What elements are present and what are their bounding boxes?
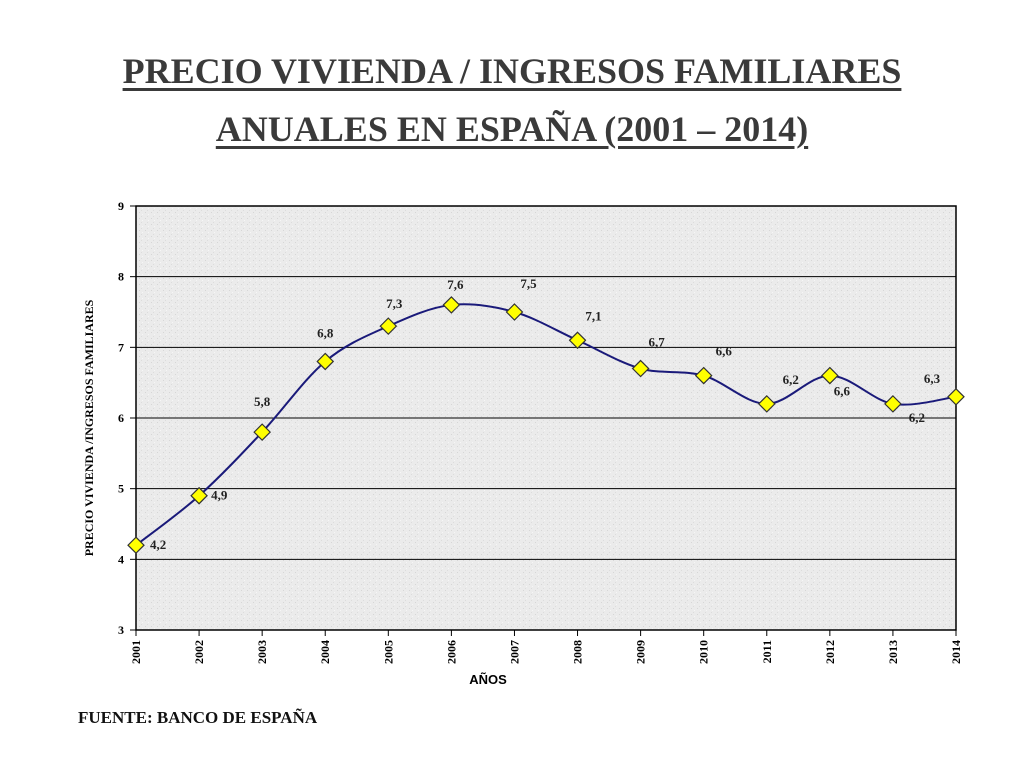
data-point [442,296,461,314]
data-point [127,536,145,555]
data-point [757,395,776,413]
data-point [505,303,524,321]
x-axis-title: AÑOS [469,672,507,687]
page-title-line-1: PRECIO VIVIENDA / INGRESOS FAMILIARES [122,51,902,91]
data-label: 7,6 [447,277,464,292]
data-label: 7,1 [585,308,601,323]
x-tick-label: 2006 [444,640,458,664]
data-point [884,395,902,413]
data-point [253,423,272,441]
y-tick-label: 3 [118,623,124,637]
x-tick-label: 2009 [634,640,648,664]
x-tick-label: 2013 [886,640,900,664]
data-label: 4,2 [150,537,166,552]
data-label: 6,2 [783,372,799,387]
x-tick-label: 2014 [949,640,963,664]
data-label: 4,9 [211,488,228,503]
x-tick-label: 2001 [129,640,143,664]
x-tick-label: 2008 [571,640,585,664]
x-tick-label: 2005 [381,640,395,664]
x-tick-label: 2011 [760,640,774,663]
data-point [568,331,587,350]
data-label: 6,6 [834,384,851,399]
data-label: 6,6 [716,344,733,359]
y-tick-label: 7 [118,340,124,354]
y-tick-label: 6 [118,411,124,425]
x-tick-label: 2004 [318,640,332,664]
plot-border [135,205,957,631]
data-label: 5,8 [254,394,271,409]
x-tick-label: 2007 [507,640,521,664]
data-label: 6,2 [909,410,925,425]
data-point [694,366,713,385]
source-note: FUENTE: BANCO DE ESPAÑA [78,708,318,727]
page-title-line-2: ANUALES EN ESPAÑA (2001 – 2014) [215,109,809,149]
y-axis-title: PRECIO VIVIENDA /INGRESOS FAMILIARES [82,299,96,556]
x-tick-label: 2002 [192,640,206,664]
data-point [379,317,398,335]
data-point [947,387,965,406]
data-point [190,486,208,505]
y-tick-label: 4 [118,552,124,566]
data-label: 6,8 [317,325,334,340]
data-label: 7,3 [386,296,403,311]
data-label: 7,5 [520,276,537,291]
x-tick-label: 2012 [823,640,837,664]
x-tick-label: 2003 [255,640,269,664]
data-point [820,366,839,385]
y-tick-label: 8 [118,270,124,284]
data-point [316,352,335,371]
data-label: 6,7 [648,335,665,350]
data-point [631,359,650,378]
y-tick-label: 9 [118,199,124,213]
x-tick-label: 2010 [697,640,711,664]
data-label: 6,3 [924,371,941,386]
y-tick-label: 5 [118,482,124,496]
